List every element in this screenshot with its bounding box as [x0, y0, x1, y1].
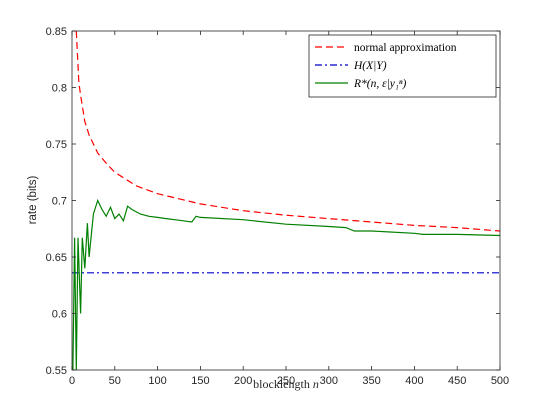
- x-axis-label: blocklength n: [253, 377, 319, 391]
- x-tick-label: 0: [69, 375, 75, 387]
- y-tick-label: 0.65: [46, 252, 67, 264]
- series-line-2: [72, 198, 500, 370]
- x-tick-label: 450: [448, 375, 466, 387]
- legend-box: [308, 34, 497, 98]
- x-tick-label: 200: [234, 375, 252, 387]
- x-tick-label: 400: [405, 375, 423, 387]
- series-line-0: [75, 31, 500, 232]
- x-tick-label: 500: [491, 375, 509, 387]
- x-tick-label: 300: [320, 375, 338, 387]
- legend-items: normal approximation H(X|Y) R*(n, ε|y₁ⁿ): [315, 42, 457, 90]
- x-tick-label: 50: [109, 375, 121, 387]
- x-tick-label: 250: [277, 375, 295, 387]
- legend: normal approximation H(X|Y) R*(n, ε|y₁ⁿ): [308, 34, 497, 98]
- legend-label-2: R*(n, ε|y₁ⁿ): [353, 78, 407, 90]
- legend-label-1: H(X|Y): [353, 60, 387, 72]
- legend-label-0: normal approximation: [354, 42, 457, 54]
- y-tick-label: 0.75: [46, 139, 67, 151]
- series-layer: [72, 31, 500, 370]
- x-tick-label: 150: [191, 375, 209, 387]
- y-tick-label: 0.8: [52, 83, 67, 95]
- axes-layer: 0 50 100 150 200 250 300 350 400 450 500 0.55 0.6 0.6…: [46, 26, 510, 387]
- y-tick-label: 0.6: [52, 309, 67, 321]
- y-tick-label: 0.85: [46, 26, 67, 38]
- y-tick-label: 0.55: [46, 365, 67, 377]
- y-axis-label: rate (bits): [27, 176, 39, 225]
- x-tick-label: 350: [362, 375, 380, 387]
- x-tick-label: 100: [148, 375, 166, 387]
- y-tick-label: 0.7: [52, 196, 67, 208]
